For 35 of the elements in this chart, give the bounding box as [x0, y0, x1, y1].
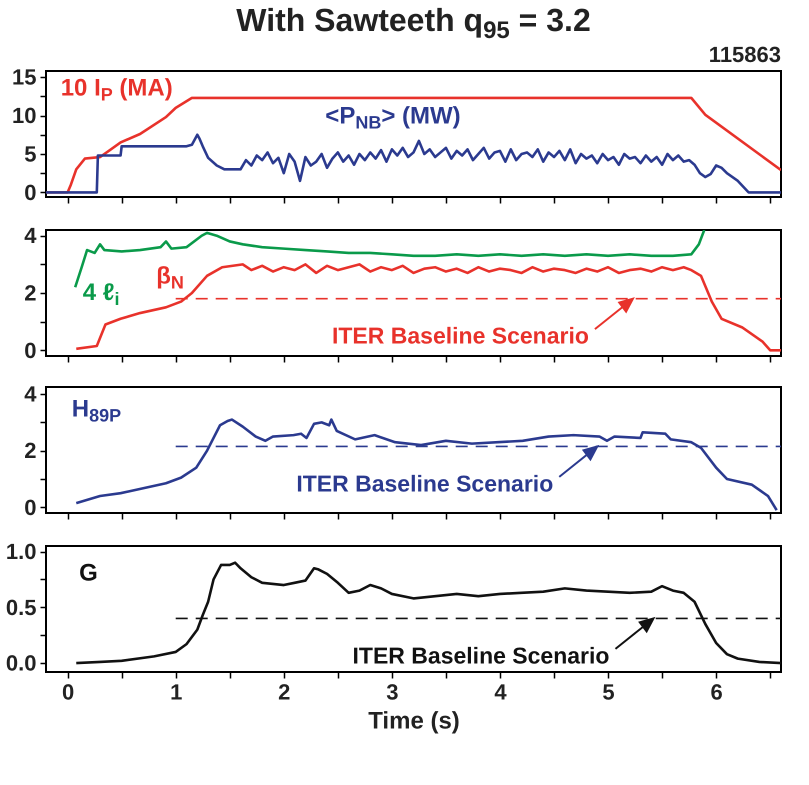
x-axis-title: Time (s)	[368, 708, 460, 734]
line-series	[74, 561, 781, 664]
x-tick-label: 6	[710, 680, 723, 704]
y-tick-label: 2	[24, 280, 36, 306]
chart-title: With Sawteeth q$_{95}$ = 3.2	[236, 2, 591, 44]
y-tick-label: 10	[12, 103, 36, 128]
y-tick-label: 0.0	[6, 650, 36, 676]
line-series	[74, 263, 781, 352]
x-tick-label: 1	[170, 680, 182, 704]
y-tick-label: 0	[24, 338, 36, 363]
y-tick-label: 15	[12, 64, 36, 90]
x-tick-label: 3	[386, 680, 399, 704]
annotation: ITER Baseline Scenario	[296, 470, 554, 496]
x-tick-label: 4	[494, 680, 508, 704]
line-series	[46, 133, 781, 194]
y-tick-label: 5	[24, 141, 36, 166]
annotation: ITER Baseline Scenario	[352, 642, 610, 668]
y-tick-label: 4	[24, 223, 38, 248]
text: G	[79, 560, 98, 587]
series-label: 10 I$_{P}$ (MA)	[60, 74, 173, 106]
annotation: ITER Baseline Scenario	[332, 322, 589, 349]
y-tick-label: 0	[24, 494, 36, 520]
x-tick-label: 5	[602, 680, 615, 704]
y-tick-label: 0	[24, 180, 36, 205]
x-tick-label: 0	[62, 680, 74, 704]
y-tick-label: 2	[24, 438, 36, 464]
x-tick-label: 2	[278, 680, 290, 704]
series-label: β$_{N}$	[156, 262, 184, 294]
y-tick-label: 1.0	[6, 539, 36, 564]
text: H$_{89P}$	[72, 396, 122, 426]
text: 115863	[708, 42, 781, 67]
series-label: 4 ℓ$_{i}$	[82, 279, 120, 310]
y-tick-label: 0.5	[6, 594, 36, 620]
series-label: <P$_{NB}$> (MW)	[325, 102, 461, 133]
y-tick-label: 4	[24, 382, 38, 407]
